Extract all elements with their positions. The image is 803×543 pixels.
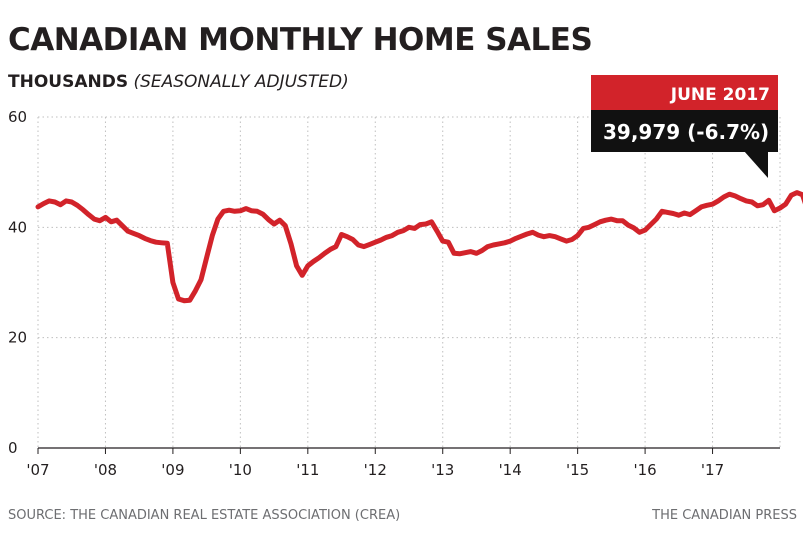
y-tick-label: 20 [8, 329, 27, 347]
callout-label: JUNE 2017 [670, 85, 770, 105]
credit-note: THE CANADIAN PRESS [652, 508, 797, 523]
subtitle-units: THOUSANDS [8, 72, 129, 92]
grid-layer [37, 116, 781, 448]
x-tick-label: '09 [161, 461, 184, 479]
x-tick-label: '16 [633, 461, 656, 479]
series-line [35, 190, 803, 304]
x-tick-label: '15 [566, 461, 589, 479]
line-chart: 0 20 40 60 '07 '08 '09 '10 '11 '12 '13 '14 '15 '16 '17… [8, 75, 803, 479]
callout-box: JUNE 2017 39,979 (-6.7%) [591, 75, 778, 178]
y-tick-label: 60 [8, 108, 27, 126]
y-tick-label: 0 [8, 439, 18, 457]
callout-label-background [591, 75, 778, 110]
x-tick-label: '17 [701, 461, 724, 479]
x-tick-label: '11 [296, 461, 319, 479]
x-tick-label: '07 [26, 461, 49, 479]
callout-value-background [591, 110, 778, 152]
chart-subtitle: THOUSANDS (SEASONALLY ADJUSTED) [8, 72, 349, 92]
x-tick-label: '14 [499, 461, 522, 479]
subtitle-note: (SEASONALLY ADJUSTED) [133, 72, 349, 92]
x-tick-label: '12 [364, 461, 387, 479]
source-note: SOURCE: THE CANADIAN REAL ESTATE ASSOCIA… [8, 508, 401, 523]
x-tick-label: '08 [94, 461, 117, 479]
y-tick-label: 40 [8, 218, 27, 236]
series-layer [35, 190, 803, 304]
callout-value: 39,979 (-6.7%) [603, 120, 769, 144]
callout-pointer [744, 151, 768, 178]
axis-layer: 0 20 40 60 '07 '08 '09 '10 '11 '12 '13 '14 '15 '16 '17 [8, 108, 780, 479]
x-tick-label: '13 [431, 461, 454, 479]
chart-title: CANADIAN MONTHLY HOME SALES [8, 22, 593, 58]
x-tick-label: '10 [229, 461, 252, 479]
